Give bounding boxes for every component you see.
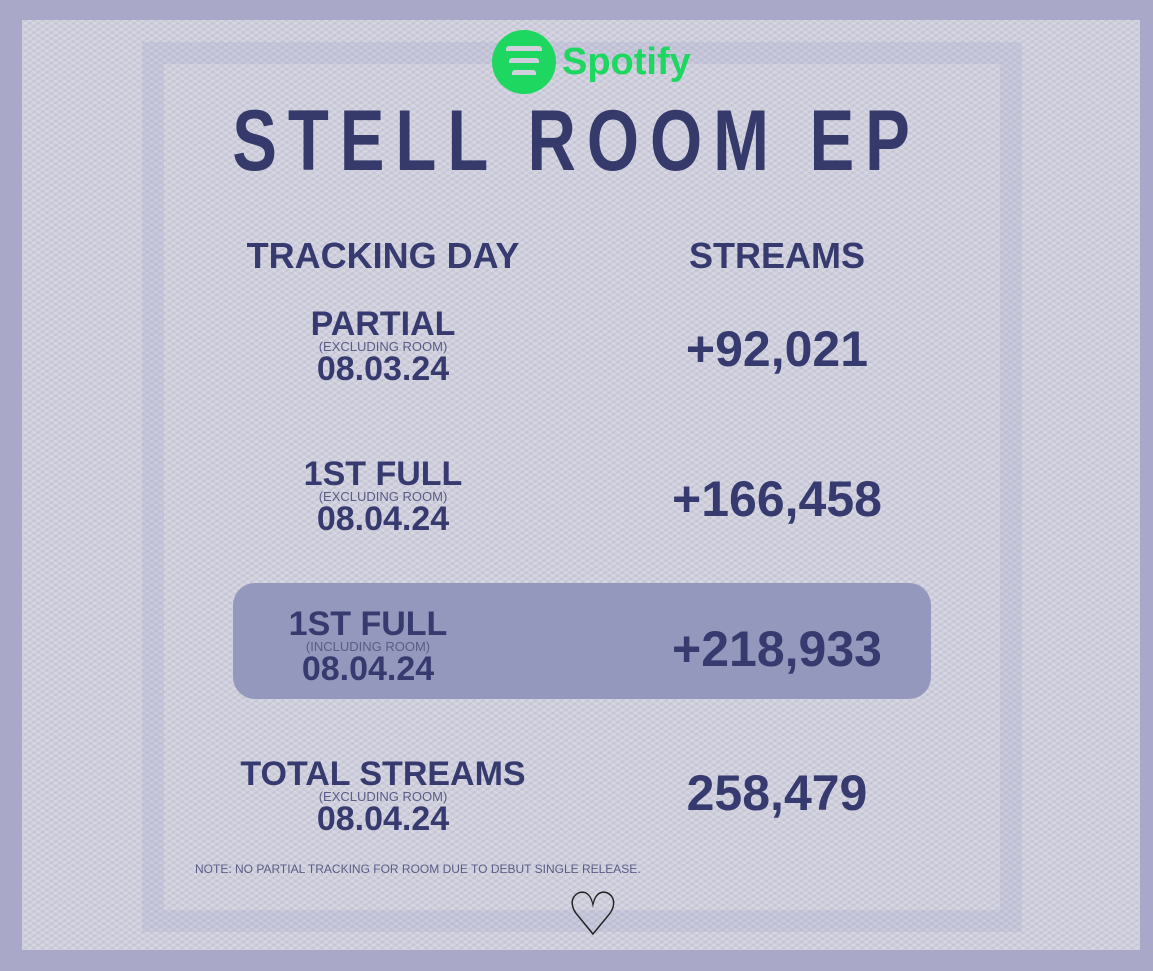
- background-canvas: [22, 20, 1140, 950]
- table-row: 1ST FULL (INCLUDING ROOM) 08.04.24 +218,93…: [0, 605, 1153, 726]
- row-date: 08.03.24: [316, 350, 450, 388]
- footnote: NOTE: NO PARTIAL TRACKING FOR ROOM DUE T…: [195, 862, 641, 876]
- spotify-wordmark: Spotify: [562, 40, 691, 83]
- row-note: (EXCLUDING ROOM): [318, 489, 448, 504]
- spotify-logo-icon: [492, 30, 556, 94]
- row-date: 08.04.24: [301, 650, 435, 688]
- page-title: STELL ROOM EP: [232, 93, 921, 189]
- row-note: (EXCLUDING ROOM): [318, 789, 448, 804]
- row-value: 258,479: [686, 765, 868, 821]
- row-value: +166,458: [672, 471, 882, 527]
- table-row: TOTAL STREAMS (EXCLUDING ROOM) 08.04.24 25…: [0, 755, 1153, 876]
- table-row: 1ST FULL (EXCLUDING ROOM) 08.04.24 +166,45…: [0, 455, 1153, 576]
- row-label: TOTAL STREAMS: [240, 755, 526, 793]
- row-note: (INCLUDING ROOM): [305, 639, 431, 654]
- spotify-logo: Spotify: [492, 30, 691, 94]
- header-tracking-day: TRACKING DAY: [246, 235, 520, 276]
- row-label: 1ST FULL: [303, 455, 463, 493]
- inner-frame: [142, 42, 1022, 932]
- row-value: +92,021: [685, 321, 869, 377]
- monogram-heart-icon: ♡: [566, 880, 620, 950]
- row-value: +218,933: [672, 621, 882, 677]
- highlight-band: [233, 583, 931, 699]
- row-date: 08.04.24: [316, 800, 450, 838]
- row-label: PARTIAL: [310, 305, 456, 343]
- row-label: 1ST FULL: [288, 605, 448, 643]
- table-row: PARTIAL (EXCLUDING ROOM) 08.03.24 +92,021: [0, 305, 1153, 426]
- row-note: (EXCLUDING ROOM): [318, 339, 448, 354]
- row-date: 08.04.24: [316, 500, 450, 538]
- header-streams: STREAMS: [688, 235, 865, 276]
